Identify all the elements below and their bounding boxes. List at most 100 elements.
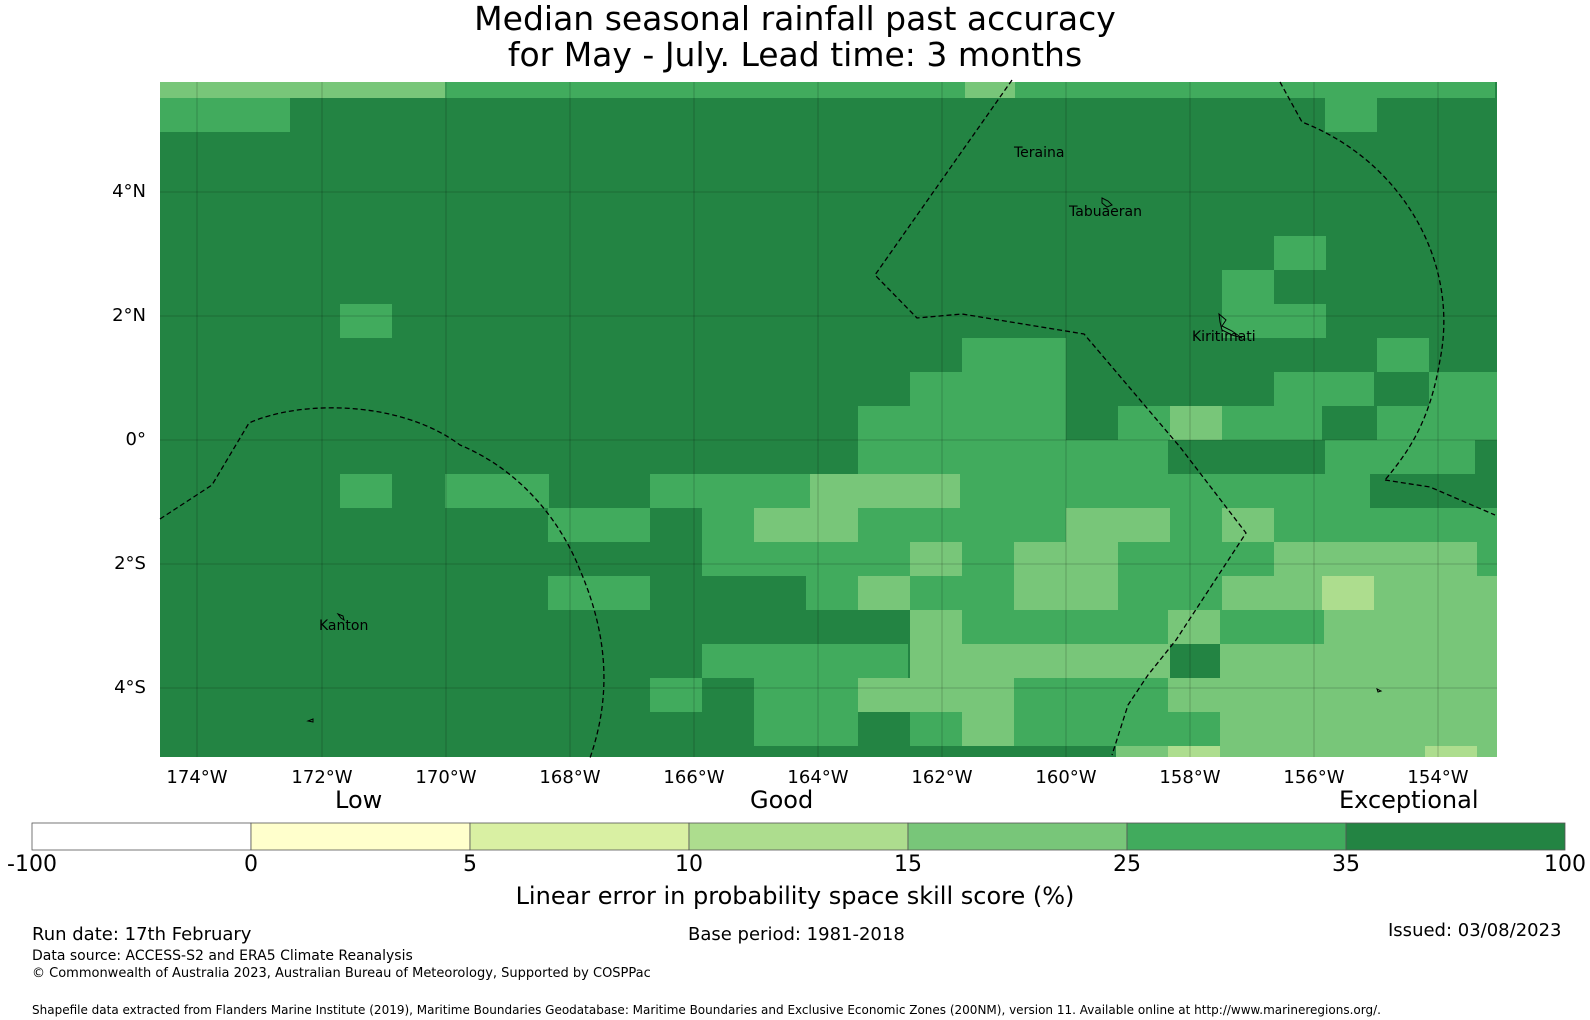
grid-cell-66 [754, 712, 858, 746]
grid-cell-52 [910, 610, 962, 644]
colorbar-segment-3 [688, 822, 909, 851]
colorbar-tick-label: 10 [675, 852, 703, 877]
colorbar-tick-label: 5 [463, 852, 477, 877]
grid-cell-54 [1168, 610, 1220, 644]
grid-cell-59 [1220, 644, 1497, 678]
island-small-2 [1376, 688, 1383, 693]
grid-cell-63 [962, 678, 1014, 712]
lon-tick-label: 162°W [911, 767, 973, 788]
lon-tick-label: 160°W [1035, 767, 1097, 788]
lon-tick-label: 168°W [539, 767, 601, 788]
grid-cell-25 [650, 474, 810, 508]
colorbar-tick-label: 100 [1544, 852, 1586, 877]
grid-cell-30 [754, 508, 858, 542]
grid-cell-10 [340, 304, 392, 338]
skill-grid [160, 82, 1497, 757]
grid-cell-74 [1220, 746, 1497, 757]
grid-cell-49 [1222, 576, 1322, 610]
grid-cell-55 [1220, 610, 1324, 644]
colorbar-tick-label: -100 [7, 852, 57, 877]
grid-cell-14 [1274, 372, 1374, 406]
grid-cell-60 [650, 678, 702, 712]
colorbar-segment-5 [1126, 822, 1347, 851]
grid-cell-69 [1014, 712, 1116, 746]
grid-cell-73 [1168, 746, 1220, 757]
grid-cell-71 [1220, 712, 1497, 746]
grid-cell-37 [910, 542, 962, 576]
grid-cell-45 [858, 576, 910, 610]
issued-date: Issued: 03/08/2023 [1388, 920, 1562, 941]
grid-cell-8 [1222, 304, 1326, 338]
grid-cell-67 [910, 712, 962, 746]
colorbar-segment-0 [31, 822, 252, 851]
grid-cell-12 [1377, 338, 1429, 372]
grid-cell-15 [1429, 372, 1497, 406]
colorbar-segment-4 [907, 822, 1128, 851]
grid-cell-21 [858, 440, 1168, 474]
place-label-teraina: Teraina [1014, 145, 1065, 161]
lat-tick-label: 2°S [114, 553, 146, 574]
colorbar-tick-label: 0 [244, 852, 258, 877]
grid-cell-34 [1222, 508, 1274, 542]
grid-cell-61 [754, 678, 858, 712]
colorbar-segment-6 [1345, 822, 1566, 851]
lon-tick-label: 164°W [787, 767, 849, 788]
colorbar-tick-label: 35 [1332, 852, 1360, 877]
grid-cell-31 [858, 508, 1066, 542]
grid-cell-11 [962, 338, 1066, 372]
grid-cell-5 [1325, 98, 1377, 132]
shapefile-credit: Shapefile data extracted from Flanders M… [32, 1003, 1381, 1017]
grid-cell-56 [1324, 610, 1497, 644]
eez-boundary-kiribati-line-north [874, 79, 1247, 756]
island-kiritimati-outline [1218, 312, 1243, 339]
grid-cell-38 [962, 542, 1014, 576]
lon-tick-label: 170°W [415, 767, 477, 788]
grid-cell-20 [1377, 406, 1497, 440]
lon-tick-label: 156°W [1283, 767, 1345, 788]
grid-cell-29 [702, 508, 754, 542]
grid-cell-57 [702, 644, 908, 678]
colorbar-tick-label: 25 [1113, 852, 1141, 877]
lat-tick-label: 2°N [112, 305, 146, 326]
colorbar-tick-label: 15 [894, 852, 922, 877]
grid-cell-17 [1118, 406, 1170, 440]
grid-cell-2 [445, 82, 965, 98]
place-label-kanton: Kanton [319, 618, 369, 634]
island-small-1 [306, 718, 314, 723]
grid-cell-65 [1168, 678, 1497, 712]
colorbar [31, 822, 1566, 851]
grid-cell-70 [1116, 712, 1220, 746]
grid-cell-3 [965, 82, 1015, 98]
lat-tick-label: 4°S [114, 677, 146, 698]
grid-cell-50 [1322, 576, 1374, 610]
grid-cell-28 [548, 508, 650, 542]
eez-boundary-phoenix-ring [159, 407, 605, 759]
grid-cell-68 [962, 712, 1014, 746]
grid-cell-47 [1014, 576, 1118, 610]
eez-boundaries [159, 79, 1496, 759]
grid-cell-27 [960, 474, 1370, 508]
lon-tick-label: 172°W [291, 767, 353, 788]
grid-cell-35 [1274, 508, 1497, 542]
grid-cell-51 [1374, 576, 1497, 610]
colorbar-segment-2 [469, 822, 690, 851]
place-label-kiritimati: Kiritimati [1192, 329, 1256, 345]
grid-cell-32 [1066, 508, 1170, 542]
grid-cell-6 [1274, 236, 1326, 270]
lon-tick-label: 174°W [166, 767, 228, 788]
grid-cell-62 [858, 678, 962, 712]
base-period: Base period: 1981-2018 [688, 924, 905, 945]
grid-cell-40 [1118, 542, 1278, 576]
grid-cell-42 [1477, 542, 1497, 576]
grid-cell-26 [810, 474, 960, 508]
grid-cell-44 [806, 576, 858, 610]
colorbar-label: Linear error in probability space skill … [515, 882, 1075, 910]
grid-cell-36 [702, 542, 910, 576]
grid-cell-75 [1425, 746, 1477, 757]
grid-cell-4 [1015, 82, 1495, 98]
lat-tick-label: 4°N [112, 181, 146, 202]
grid-cell-41 [1274, 542, 1477, 576]
chart-title-line-1: Median seasonal rainfall past accuracy [474, 0, 1116, 38]
chart-title-line-2: for May - July. Lead time: 3 months [507, 35, 1083, 74]
grid-cell-19 [1222, 406, 1322, 440]
